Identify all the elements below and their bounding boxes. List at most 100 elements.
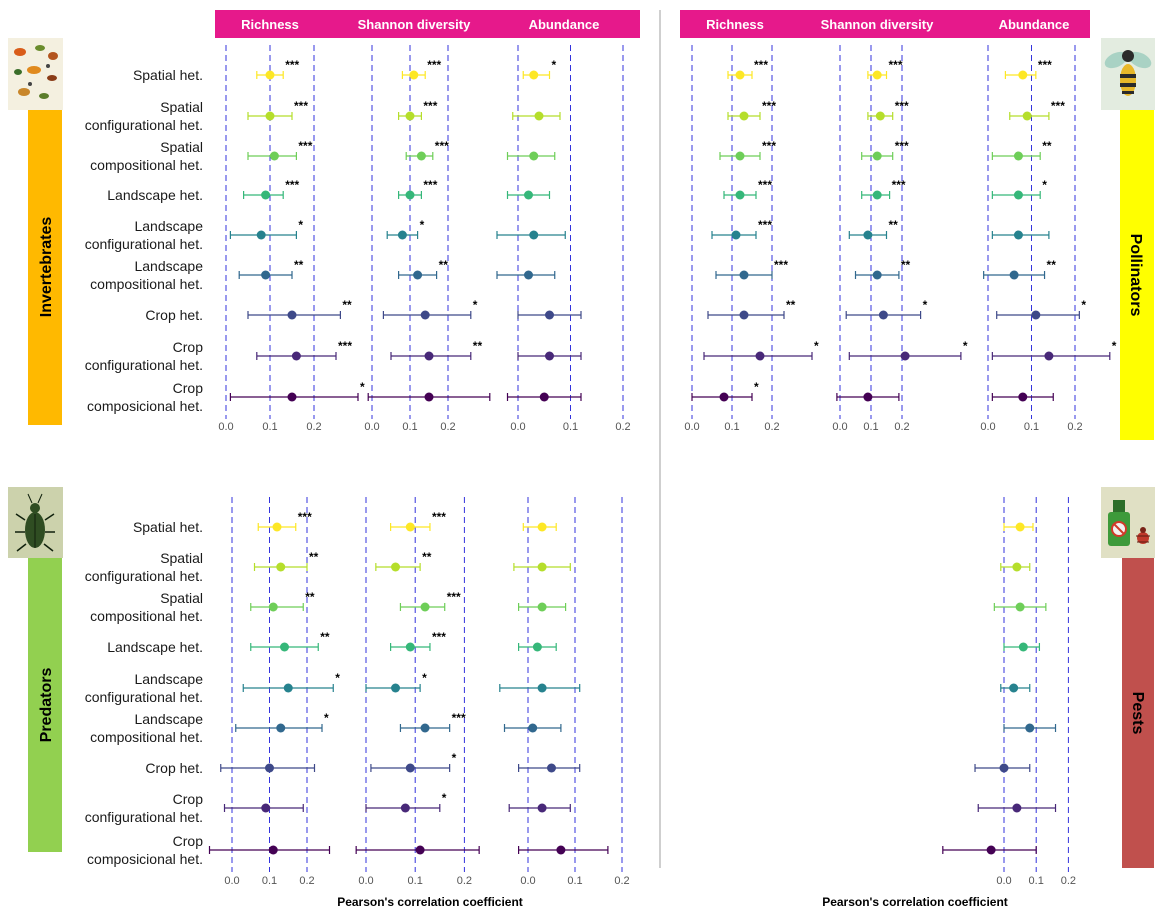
estimate-point (416, 151, 426, 161)
row-label-top-4: configurational het. (85, 236, 203, 252)
row-label-bottom-5: Landscape (134, 711, 203, 727)
significance-label: * (1042, 178, 1047, 192)
estimate-point (420, 602, 430, 612)
x-tick-label: 0.2 (764, 421, 779, 433)
group-label-pests: Pests (1129, 692, 1146, 735)
x-tick-label: 0.0 (218, 421, 233, 433)
forest-plot-pollinators-2: 0.0 0.1 0.2************* (980, 45, 1117, 433)
estimate-point (409, 70, 419, 80)
estimate-point (1018, 70, 1028, 80)
significance-label: * (298, 218, 303, 232)
estimate-point (872, 270, 882, 280)
x-tick-label: 0.1 (262, 421, 277, 433)
significance-label: *** (294, 99, 308, 113)
forest-plot-pests-0: 0.0 0.1 0.2 (942, 497, 1076, 887)
header-shannon-right: Shannon diversity (821, 17, 934, 32)
estimate-point (537, 602, 547, 612)
row-label-bottom-8: composicional het. (87, 851, 203, 867)
significance-label: ** (422, 550, 432, 564)
estimate-point (261, 270, 271, 280)
estimate-point (739, 310, 749, 320)
estimate-point (291, 351, 301, 361)
significance-label: * (422, 671, 427, 685)
row-label-top-8: composicional het. (87, 398, 203, 414)
forest-plot-pollinators-1: 0.0 0.1 0.2****************** (832, 45, 968, 433)
forest-plot-invertebrates-2: 0.0 0.1 0.2 * (496, 45, 631, 433)
estimate-point (268, 602, 278, 612)
row-label-bottom-5: compositional het. (90, 729, 203, 745)
x-tick-label: 0.1 (1024, 421, 1039, 433)
estimate-point (405, 111, 415, 121)
significance-label: * (360, 380, 365, 394)
estimate-point (878, 310, 888, 320)
x-tick-label: 0.2 (1067, 421, 1082, 433)
significance-label: *** (423, 178, 437, 192)
x-tick-label: 0.0 (364, 421, 379, 433)
significance-label: *** (423, 99, 437, 113)
group-bar-pests (1122, 558, 1154, 868)
significance-label: *** (427, 58, 441, 72)
estimate-point (268, 845, 278, 855)
group-label-pollinators: Pollinators (1127, 234, 1144, 317)
significance-label: ** (786, 298, 796, 312)
x-tick-label: 0.2 (615, 421, 630, 433)
forest-plot-invertebrates-0: 0.0 0.1 0.2********************* (218, 45, 365, 433)
significance-label: * (442, 791, 447, 805)
significance-label: *** (447, 590, 461, 604)
estimate-point (400, 803, 410, 813)
estimate-point (872, 70, 882, 80)
row-label-top-7: Crop (173, 339, 204, 355)
estimate-point (283, 683, 293, 693)
estimate-point (529, 230, 539, 240)
x-tick-label: 0.1 (1029, 875, 1044, 887)
estimate-point (272, 522, 282, 532)
estimate-point (735, 70, 745, 80)
x-tick-label: 0.1 (563, 421, 578, 433)
row-label-bottom-7: Crop (173, 791, 204, 807)
row-labels: Spatial het. Spatial configurational het. S… (85, 67, 204, 867)
significance-label: * (324, 711, 329, 725)
estimate-point (405, 642, 415, 652)
estimate-point (1012, 562, 1022, 572)
estimate-point (545, 351, 554, 361)
significance-label: *** (892, 178, 906, 192)
significance-label: *** (774, 258, 788, 272)
estimate-point (755, 351, 765, 361)
row-label-top-8: Crop (173, 380, 204, 396)
x-tick-label: 0.1 (863, 421, 878, 433)
estimate-point (276, 723, 286, 733)
significance-label: * (420, 218, 425, 232)
header-bar-right (680, 10, 1090, 38)
row-label-top-0: Spatial het. (133, 67, 203, 83)
significance-label: *** (452, 711, 466, 725)
estimate-point (872, 190, 882, 200)
estimate-point (280, 642, 289, 652)
row-label-bottom-4: configurational het. (85, 689, 203, 705)
row-label-top-6: Crop het. (145, 307, 203, 323)
estimate-point (276, 562, 286, 572)
x-tick-label: 0.0 (832, 421, 847, 433)
x-tick-label: 0.2 (457, 875, 472, 887)
x-tick-label: 0.1 (724, 421, 739, 433)
estimate-point (735, 190, 745, 200)
row-label-bottom-1: Spatial (160, 550, 203, 566)
significance-label: *** (338, 339, 352, 353)
significance-label: *** (758, 178, 772, 192)
significance-label: *** (889, 58, 903, 72)
group-bar-predators (28, 558, 62, 852)
estimate-point (731, 230, 741, 240)
significance-label: *** (285, 178, 299, 192)
estimate-point (534, 111, 544, 121)
significance-label: * (473, 298, 478, 312)
estimate-point (397, 230, 407, 240)
estimate-point (545, 310, 554, 320)
row-label-top-5: compositional het. (90, 276, 203, 292)
x-tick-label: 0.0 (358, 875, 373, 887)
estimate-point (1009, 270, 1019, 280)
bee-icon (1101, 38, 1155, 110)
significance-label: ** (1042, 139, 1052, 153)
significance-label: * (923, 298, 928, 312)
estimate-point (405, 763, 415, 773)
estimate-point (405, 522, 415, 532)
